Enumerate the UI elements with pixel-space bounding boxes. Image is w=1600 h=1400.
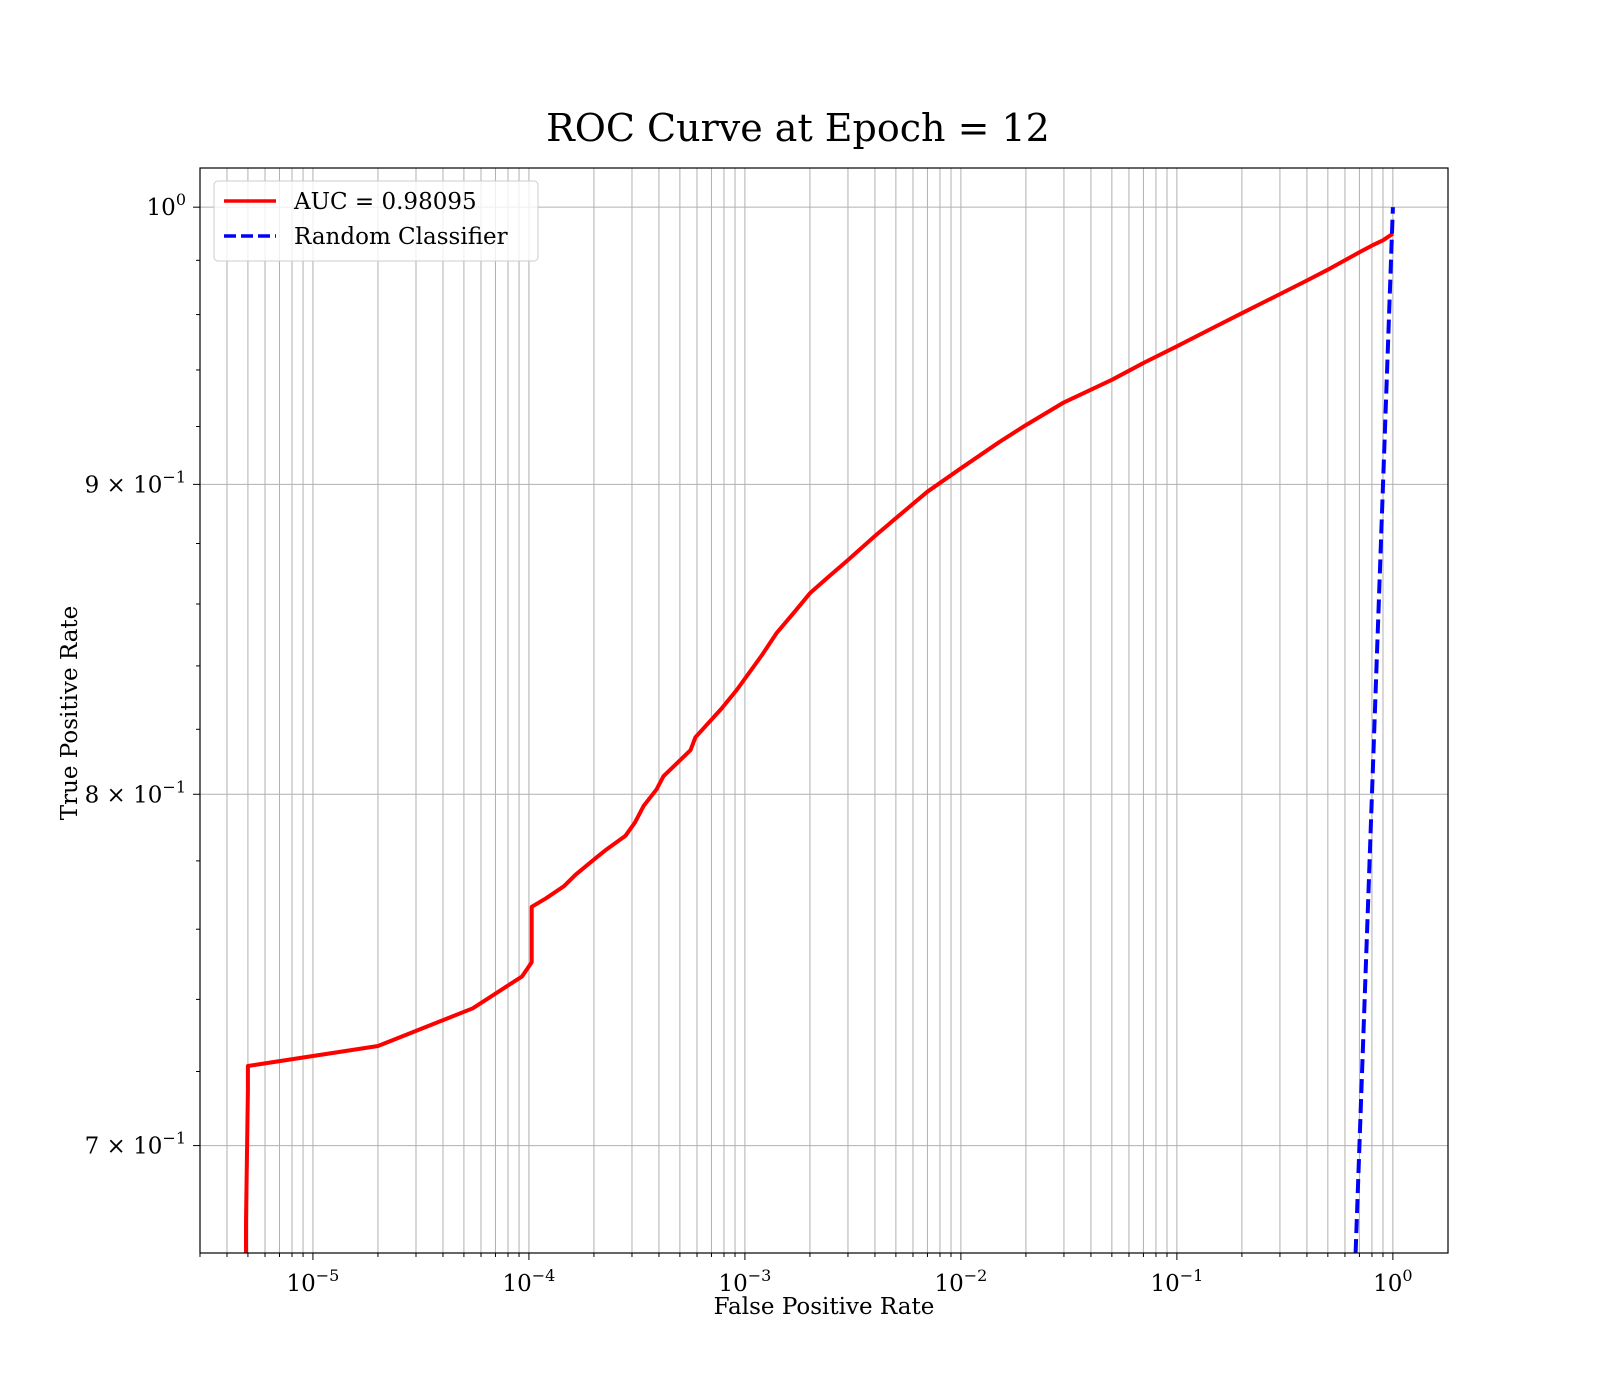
legend: AUC = 0.98095 Random Classifier: [213, 180, 539, 262]
x-axis-label: False Positive Rate: [714, 1294, 935, 1320]
x-tick-label: 10−1: [1150, 1266, 1203, 1297]
x-tick-label: 10−3: [718, 1266, 771, 1297]
roc-curve-line: [244, 231, 1395, 1253]
legend-box: [213, 180, 539, 262]
y-tick-label: 100: [147, 190, 186, 221]
legend-label-auc: AUC = 0.98095: [293, 189, 477, 215]
plot-frame: [199, 167, 1449, 1254]
series-layer: [244, 207, 1395, 1253]
grid: [199, 168, 1448, 1253]
y-tick-label: 9 × 10−1: [85, 467, 186, 498]
legend-label-random: Random Classifier: [294, 224, 508, 250]
y-tick-label: 8 × 10−1: [85, 777, 186, 808]
x-tick-label: 10−5: [286, 1266, 339, 1297]
x-tick-label: 10−2: [934, 1266, 987, 1297]
chart-title: ROC Curve at Epoch = 12: [546, 106, 1050, 150]
random-classifier-line: [1353, 207, 1395, 1253]
y-tick-label: 7 × 10−1: [85, 1129, 186, 1160]
x-tick-label: 10−4: [502, 1266, 555, 1297]
y-axis-label: True Positive Rate: [57, 606, 83, 821]
ticks: 10−5 10−4 10−3 10−2 10−1 100 100 9 × 10−1 8 × 10…: [85, 190, 1413, 1297]
x-tick-label: 100: [1373, 1266, 1412, 1297]
